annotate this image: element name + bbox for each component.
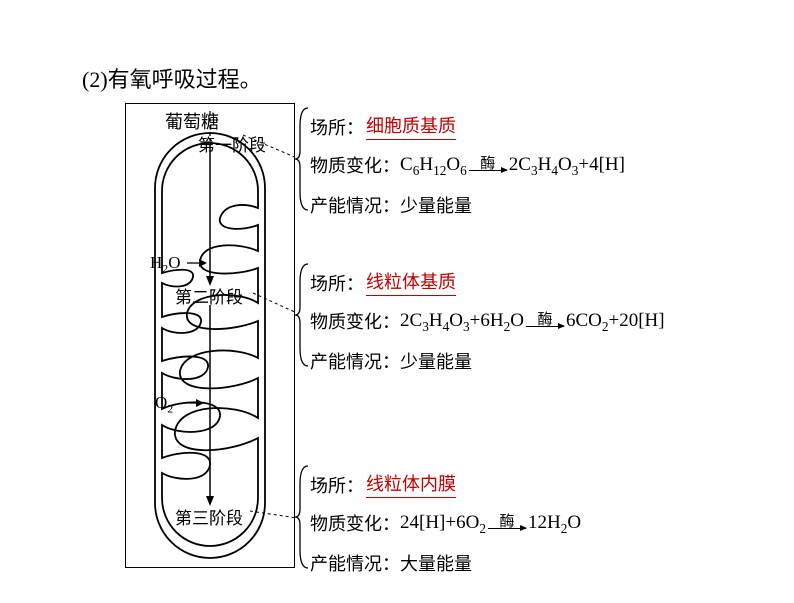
h2o-label: H2O: [150, 253, 181, 273]
product: 12H2O: [528, 512, 581, 534]
location-label: 场所：: [310, 114, 364, 140]
energy-label: 产能情况：: [310, 554, 400, 574]
energy-value: 少量能量: [400, 196, 472, 216]
location-label: 场所：: [310, 472, 364, 498]
reaction-arrow: 酶: [488, 515, 526, 529]
location-value: 细胞质基质: [366, 112, 456, 140]
stage2-label: 第二阶段: [175, 283, 243, 308]
arrow-icon: [526, 326, 564, 327]
change-label: 物质变化：: [310, 308, 400, 334]
product: 6CO2+20[H]: [566, 310, 665, 332]
stage3-location: 场所： 线粒体内膜: [310, 470, 456, 498]
stage2-energy: 产能情况：少量能量: [310, 348, 472, 374]
stage3-label: 第三阶段: [175, 504, 243, 529]
arrow-icon: [469, 170, 507, 171]
reaction-arrow: 酶: [469, 157, 507, 171]
change-label: 物质变化：: [310, 152, 400, 178]
mitochondrion-diagram: [125, 103, 295, 568]
page-title: (2)有氧呼吸过程。: [82, 62, 262, 94]
stage2-change: 物质变化： 2C3H4O3+6H2O 酶 6CO2+20[H]: [310, 308, 665, 334]
stage1-change: 物质变化： C6H12O6 酶 2C3H4O3+4[H]: [310, 152, 625, 178]
stage1-label: 第一阶段: [198, 131, 266, 156]
reactant: 24[H]+6O2: [400, 512, 486, 534]
location-value: 线粒体基质: [366, 268, 456, 296]
stage3-change: 物质变化： 24[H]+6O2 酶 12H2O: [310, 510, 581, 536]
change-label: 物质变化：: [310, 510, 400, 536]
stage1-location: 场所： 细胞质基质: [310, 112, 456, 140]
energy-value: 大量能量: [400, 554, 472, 574]
product: 2C3H4O3+4[H]: [509, 154, 625, 176]
stage1-energy: 产能情况：少量能量: [310, 192, 472, 218]
location-value: 线粒体内膜: [366, 470, 456, 498]
arrow-icon: [488, 528, 526, 529]
reaction-arrow: 酶: [526, 313, 564, 327]
location-label: 场所：: [310, 270, 364, 296]
energy-value: 少量能量: [400, 352, 472, 372]
energy-label: 产能情况：: [310, 352, 400, 372]
reactant: C6H12O6: [400, 154, 467, 176]
stage3-energy: 产能情况：大量能量: [310, 550, 472, 576]
reactant: 2C3H4O3+6H2O: [400, 310, 524, 332]
stage2-location: 场所： 线粒体基质: [310, 268, 456, 296]
o2-label: O2: [155, 393, 173, 413]
energy-label: 产能情况：: [310, 196, 400, 216]
